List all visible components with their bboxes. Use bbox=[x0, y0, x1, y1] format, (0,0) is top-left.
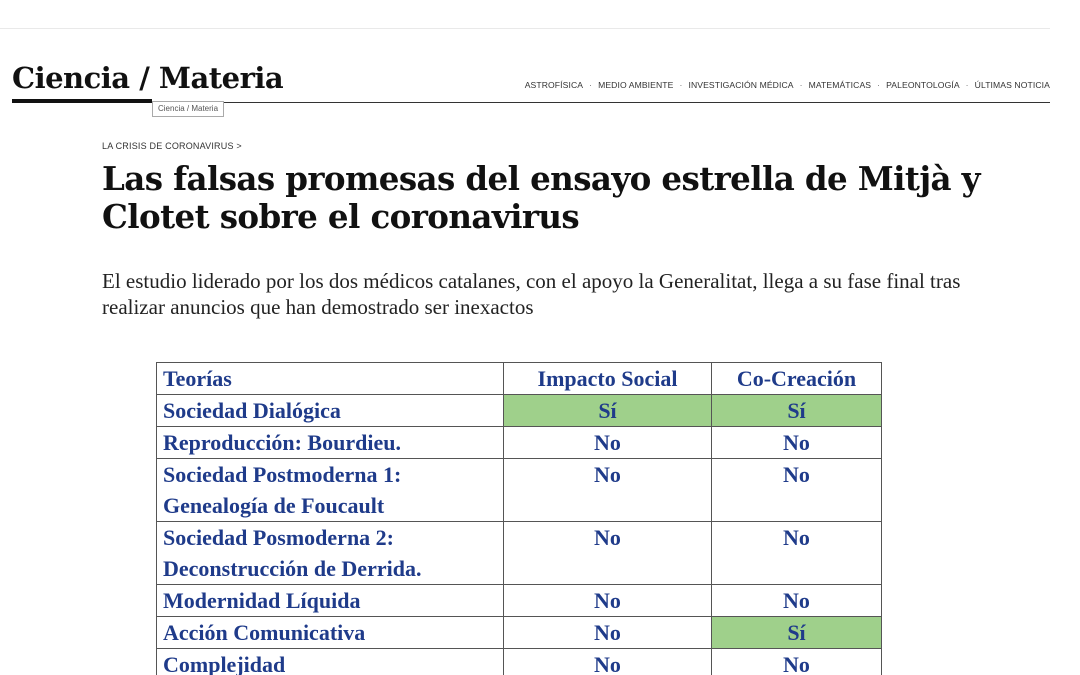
nav-item-investigacion-medica[interactable]: INVESTIGACIÓN MÉDICA bbox=[688, 80, 794, 90]
section-nav: ASTROFÍSICA · MEDIO AMBIENTE · INVESTIGA… bbox=[525, 80, 1050, 90]
table-row: Sociedad Dialógica Sí Sí bbox=[156, 394, 882, 427]
impacto-value: Sí bbox=[503, 394, 712, 427]
article-kicker[interactable]: LA CRISIS DE CORONAVIRUS > bbox=[102, 141, 242, 151]
theory-line: Modernidad Líquida bbox=[163, 588, 361, 613]
theory-line: Sociedad Dialógica bbox=[163, 398, 341, 423]
impacto-value: No bbox=[503, 616, 712, 649]
theory-line: Sociedad Posmoderna 2: bbox=[163, 525, 394, 550]
theories-table: Teorías Impacto Social Co-Creación Socie… bbox=[156, 362, 882, 675]
table-row: Complejidad No No bbox=[156, 648, 882, 675]
nav-separator: · bbox=[799, 80, 803, 90]
cocreacion-value: No bbox=[711, 584, 882, 617]
theory-name: Reproducción: Bourdieu. bbox=[156, 426, 504, 459]
cocreacion-value: No bbox=[711, 458, 882, 522]
theory-line: Sociedad Postmoderna 1: bbox=[163, 462, 402, 487]
header-theories: Teorías bbox=[156, 362, 504, 395]
theory-name: Sociedad Postmoderna 1: Genealogía de Fou… bbox=[156, 458, 504, 522]
brand-underline bbox=[12, 99, 152, 103]
theory-name: Sociedad Dialógica bbox=[156, 394, 504, 427]
impacto-value: No bbox=[503, 426, 712, 459]
table-row: Reproducción: Bourdieu. No No bbox=[156, 426, 882, 459]
theory-name: Modernidad Líquida bbox=[156, 584, 504, 617]
header-impacto-social: Impacto Social bbox=[503, 362, 712, 395]
nav-separator: · bbox=[877, 80, 881, 90]
nav-separator: · bbox=[965, 80, 969, 90]
table-row: Sociedad Postmoderna 1: Genealogía de Fou… bbox=[156, 458, 882, 522]
article-subtitle: El estudio liderado por los dos médicos … bbox=[102, 269, 961, 319]
theory-name: Sociedad Posmoderna 2: Deconstrucción de … bbox=[156, 521, 504, 585]
nav-item-astrofisica[interactable]: ASTROFÍSICA bbox=[524, 80, 584, 90]
theory-line: Acción Comunicativa bbox=[163, 620, 366, 645]
table-header-row: Teorías Impacto Social Co-Creación bbox=[156, 362, 882, 395]
theory-line: Deconstrucción de Derrida. bbox=[163, 556, 422, 581]
theory-line: Complejidad bbox=[163, 652, 286, 675]
table-row: Sociedad Posmoderna 2: Deconstrucción de … bbox=[156, 521, 882, 585]
nav-item-paleontologia[interactable]: PALEONTOLOGÍA bbox=[886, 80, 960, 90]
table-row: Acción Comunicativa No Sí bbox=[156, 616, 882, 649]
cocreacion-value: No bbox=[711, 648, 882, 675]
top-bar bbox=[0, 0, 1050, 29]
cocreacion-value: Sí bbox=[711, 616, 882, 649]
nav-separator: · bbox=[679, 80, 683, 90]
cocreacion-value: No bbox=[711, 521, 882, 585]
theory-name: Complejidad bbox=[156, 648, 504, 675]
theory-line: Reproducción: Bourdieu. bbox=[163, 430, 401, 455]
article-headline: Las falsas promesas del ensayo estrella … bbox=[102, 159, 981, 236]
site-brand[interactable]: Ciencia / Materia bbox=[12, 61, 284, 95]
impacto-value: No bbox=[503, 584, 712, 617]
theory-line: Genealogía de Foucault bbox=[163, 493, 385, 518]
impacto-value: No bbox=[503, 458, 712, 522]
theories-table-image: Teorías Impacto Social Co-Creación Socie… bbox=[156, 362, 882, 675]
impacto-value: No bbox=[503, 521, 712, 585]
nav-item-medio-ambiente[interactable]: MEDIO AMBIENTE bbox=[598, 80, 674, 90]
cocreacion-value: No bbox=[711, 426, 882, 459]
nav-separator: · bbox=[589, 80, 593, 90]
impacto-value: No bbox=[503, 648, 712, 675]
nav-item-matematicas[interactable]: MATEMÁTICAS bbox=[808, 80, 872, 90]
nav-item-ultimas-noticias[interactable]: ÚLTIMAS NOTICIA bbox=[974, 80, 1050, 90]
table-row: Modernidad Líquida No No bbox=[156, 584, 882, 617]
header-divider bbox=[152, 102, 1050, 103]
cocreacion-value: Sí bbox=[711, 394, 882, 427]
brand-tag: Ciencia / Materia bbox=[152, 101, 225, 117]
header-co-creacion: Co-Creación bbox=[711, 362, 882, 395]
theory-name: Acción Comunicativa bbox=[156, 616, 504, 649]
